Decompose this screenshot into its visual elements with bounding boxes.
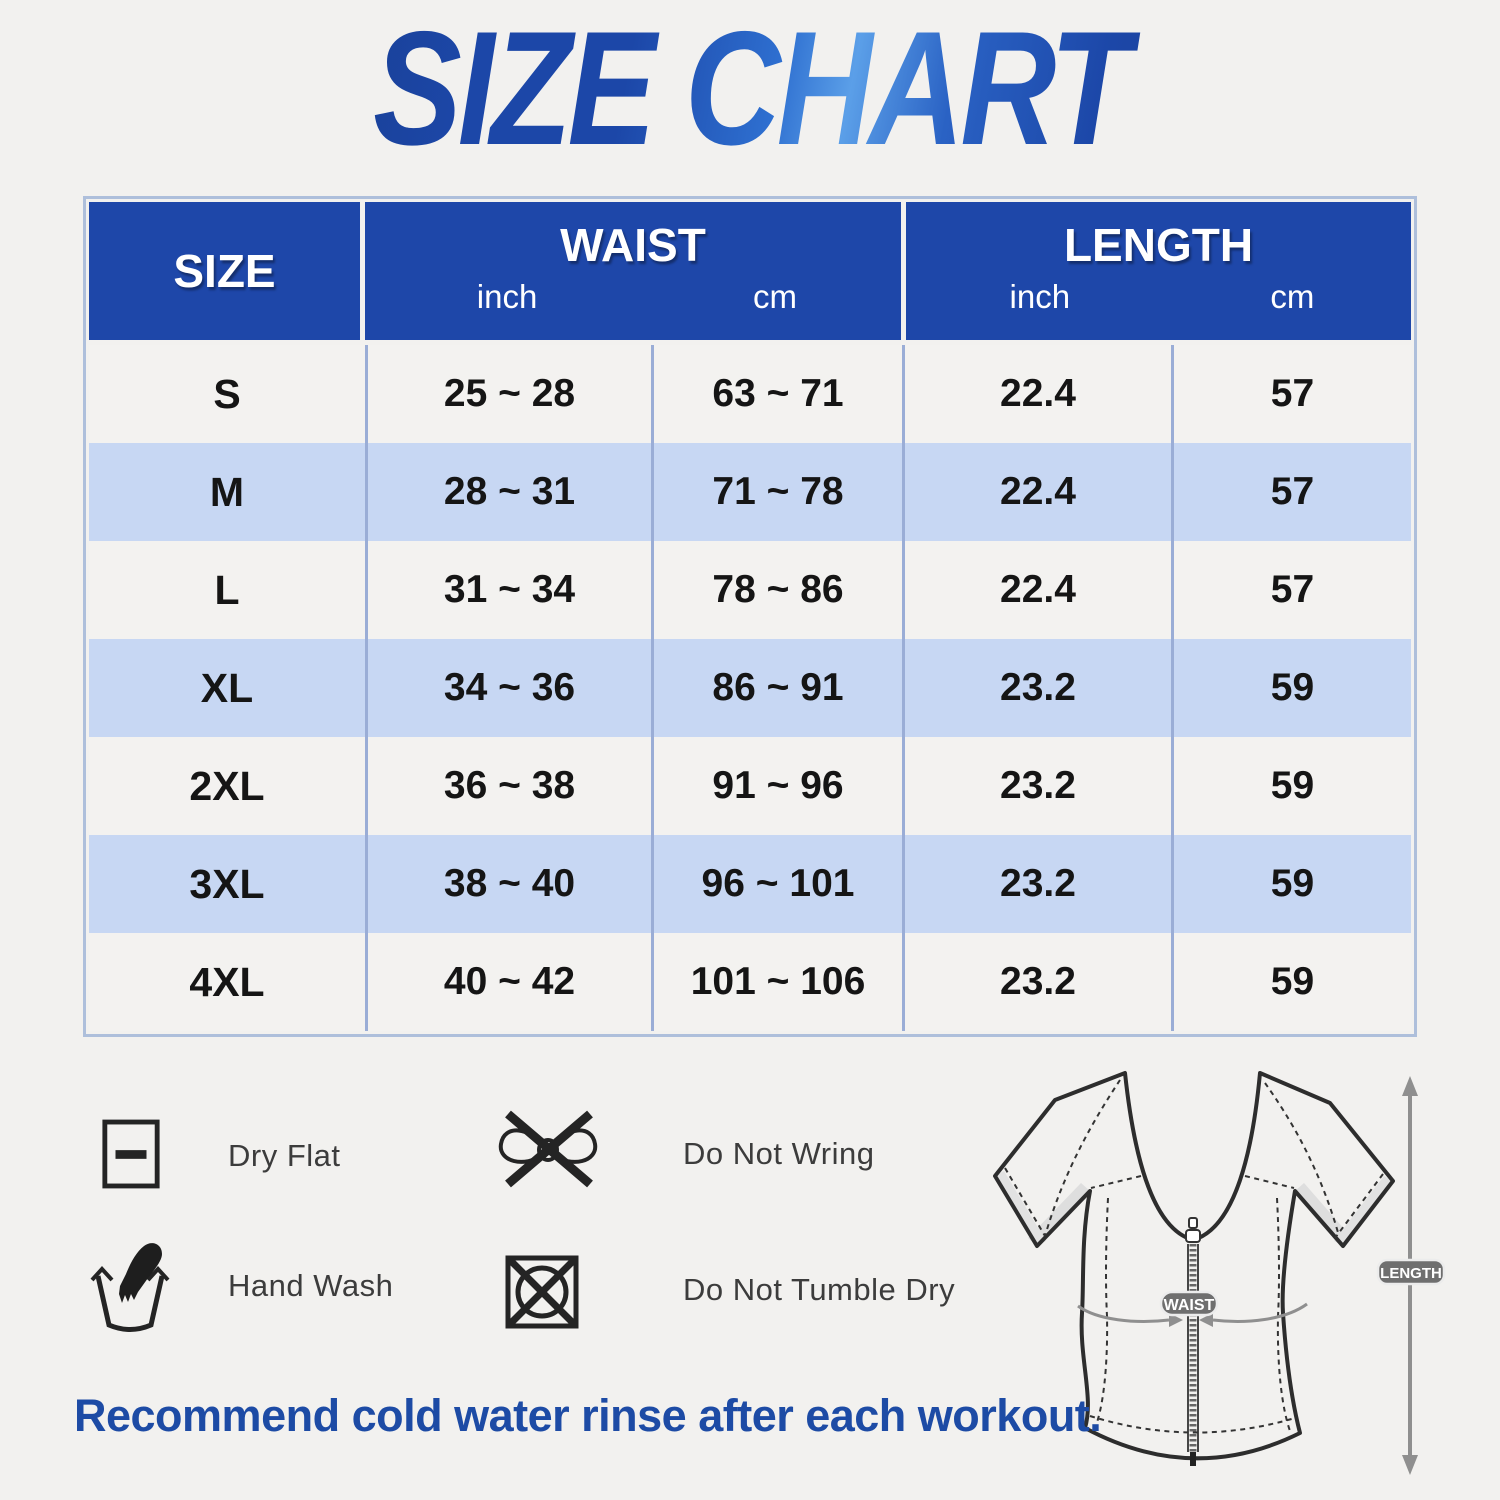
waist-inch-cell: 38 ~ 40 xyxy=(365,835,651,933)
table-row-xl: XL 34 ~ 36 86 ~ 91 23.2 59 xyxy=(89,639,1411,737)
waist-cm-cell: 63 ~ 71 xyxy=(651,345,902,443)
header-length-units: inch cm xyxy=(906,278,1411,316)
garment-diagram: WAIST LENGTH xyxy=(993,1071,1446,1475)
size-cell: 2XL xyxy=(189,762,265,809)
waist-inch-unit: inch xyxy=(476,278,538,315)
length-cm-cell: 59 xyxy=(1171,835,1411,933)
left-cuff-band xyxy=(995,1171,1046,1246)
waist-inch-cell: 28 ~ 31 xyxy=(365,443,651,541)
page-title: SIZE CHART xyxy=(135,8,1365,170)
length-cm-cell: 59 xyxy=(1171,933,1411,1031)
table-row-3xl: 3XL 38 ~ 40 96 ~ 101 23.2 59 xyxy=(89,835,1411,933)
waist-cm-cell: 91 ~ 96 xyxy=(651,737,902,835)
length-inch-cell: 22.4 xyxy=(902,443,1171,541)
length-inch-cell: 22.4 xyxy=(902,345,1171,443)
length-inch-cell: 23.2 xyxy=(902,933,1171,1031)
length-tag: LENGTH xyxy=(1380,1265,1442,1282)
waist-cm-cell: 86 ~ 91 xyxy=(651,639,902,737)
header-length: LENGTH inch cm xyxy=(906,202,1411,340)
size-cell: M xyxy=(209,468,245,515)
waist-tag-pill xyxy=(1159,1290,1219,1317)
left-underarm-band xyxy=(1028,1183,1090,1246)
size-table: SIZE WAIST inch cm LENGTH inch cm S 25 xyxy=(83,196,1417,1037)
size-cell: 4XL xyxy=(189,958,265,1005)
waist-inch-cell: 31 ~ 34 xyxy=(365,541,651,639)
length-inch-unit: inch xyxy=(1009,278,1071,315)
size-cell: 3XL xyxy=(189,860,265,907)
waist-arrowhead-right xyxy=(1169,1313,1183,1327)
waist-cm-cell: 71 ~ 78 xyxy=(651,443,902,541)
length-inch-cell: 23.2 xyxy=(902,737,1171,835)
header-waist-label: WAIST xyxy=(560,219,706,271)
waist-inch-cell: 34 ~ 36 xyxy=(365,639,651,737)
length-cm-cell: 57 xyxy=(1171,541,1411,639)
table-row-2xl: 2XL 36 ~ 38 91 ~ 96 23.2 59 xyxy=(89,737,1411,835)
length-cm-cell: 57 xyxy=(1171,443,1411,541)
length-tag-pill xyxy=(1376,1258,1446,1286)
table-row-m: M 28 ~ 31 71 ~ 78 22.4 57 xyxy=(89,443,1411,541)
waist-inch-cell: 36 ~ 38 xyxy=(365,737,651,835)
header-size: SIZE xyxy=(89,202,360,340)
zipper xyxy=(1185,1217,1201,1466)
waist-cm-cell: 78 ~ 86 xyxy=(651,541,902,639)
table-body: S 25 ~ 28 63 ~ 71 22.4 57 M 28 ~ 31 71 ~… xyxy=(89,345,1411,1031)
waist-cm-unit: cm xyxy=(753,278,798,315)
table-header: SIZE WAIST inch cm LENGTH inch cm xyxy=(89,202,1411,340)
header-size-label: SIZE xyxy=(173,245,276,297)
waist-arrowhead-left xyxy=(1199,1313,1213,1327)
waist-inch-cell: 25 ~ 28 xyxy=(365,345,651,443)
footer-note: Recommend cold water rinse after each wo… xyxy=(74,1390,1102,1441)
waist-arrows xyxy=(1077,1302,1308,1323)
table-row-4xl: 4XL 40 ~ 42 101 ~ 106 23.2 59 xyxy=(89,933,1411,1031)
dry-flat-icon xyxy=(102,1119,160,1189)
care-label-dry-flat: Dry Flat xyxy=(228,1138,341,1173)
right-cuff-band xyxy=(1334,1176,1393,1246)
vest-outline xyxy=(993,1071,1395,1461)
care-label-do-not-tumble-dry: Do Not Tumble Dry xyxy=(683,1272,956,1307)
header-waist-units: inch cm xyxy=(365,278,901,316)
length-inch-cell: 23.2 xyxy=(902,639,1171,737)
care-label-do-not-wring: Do Not Wring xyxy=(683,1136,875,1171)
waist-inch-cell: 40 ~ 42 xyxy=(365,933,651,1031)
length-cm-unit: cm xyxy=(1270,278,1315,315)
length-inch-cell: 22.4 xyxy=(902,541,1171,639)
length-inch-cell: 23.2 xyxy=(902,835,1171,933)
size-cell: XL xyxy=(200,664,254,711)
waist-tag: WAIST xyxy=(1164,1297,1215,1314)
table-row-l: L 31 ~ 34 78 ~ 86 22.4 57 xyxy=(89,541,1411,639)
hand-wash-icon xyxy=(90,1243,170,1332)
size-cell: L xyxy=(214,566,240,613)
do-not-tumble-dry-icon xyxy=(505,1255,579,1329)
waist-cm-cell: 101 ~ 106 xyxy=(651,933,902,1031)
care-label-hand-wash: Hand Wash xyxy=(228,1268,394,1303)
header-waist: WAIST inch cm xyxy=(365,202,901,340)
table-row-s: S 25 ~ 28 63 ~ 71 22.4 57 xyxy=(89,345,1411,443)
length-cm-cell: 59 xyxy=(1171,639,1411,737)
length-cm-cell: 57 xyxy=(1171,345,1411,443)
waist-cm-cell: 96 ~ 101 xyxy=(651,835,902,933)
length-cm-cell: 59 xyxy=(1171,737,1411,835)
size-cell: S xyxy=(213,370,241,417)
header-length-label: LENGTH xyxy=(1063,219,1254,271)
do-not-wring-icon xyxy=(498,1110,598,1188)
